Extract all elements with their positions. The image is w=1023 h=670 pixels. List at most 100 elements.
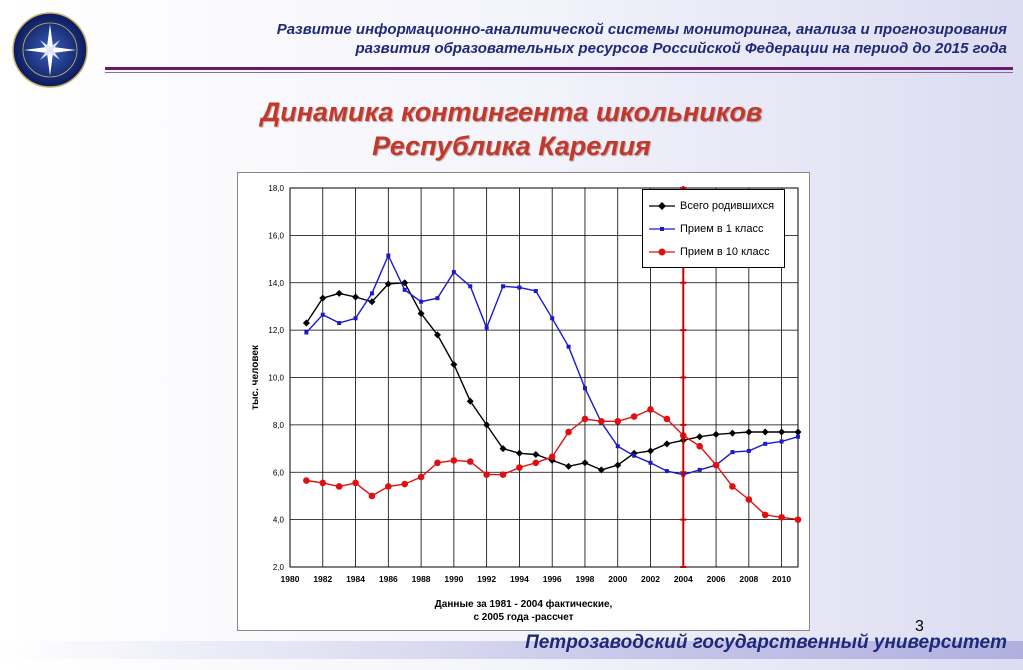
- data-point: [598, 418, 605, 425]
- data-point: [450, 457, 458, 464]
- data-point: [745, 496, 753, 503]
- university-logo: [12, 12, 88, 88]
- data-point: [515, 449, 523, 457]
- y-tick-label: 2,0: [273, 563, 285, 572]
- data-point: [335, 289, 343, 297]
- chart-footnote-line-2: с 2005 года -рассчет: [473, 612, 574, 623]
- x-tick-label: 2008: [739, 574, 758, 584]
- x-tick-label: 1998: [576, 574, 595, 584]
- y-tick-label: 8,0: [273, 421, 285, 430]
- circle-marker-icon: [649, 248, 675, 256]
- chart-footnote-line-1: Данные за 1981 - 2004 фактические,: [434, 599, 613, 610]
- data-point: [402, 287, 407, 292]
- data-point: [796, 434, 800, 439]
- data-point: [647, 447, 655, 455]
- y-tick-label: 4,0: [273, 516, 285, 525]
- data-point: [433, 331, 441, 339]
- data-point: [630, 413, 638, 420]
- data-point: [664, 469, 669, 474]
- data-point: [761, 511, 769, 519]
- data-point: [484, 325, 489, 330]
- header-line-1: Развитие информационно-аналитической сис…: [276, 21, 1007, 38]
- x-tick-label: 1986: [379, 574, 398, 584]
- x-tick-label: 1980: [281, 574, 300, 584]
- data-point: [729, 483, 736, 490]
- x-tick-label: 2006: [707, 574, 726, 584]
- data-point: [532, 450, 540, 458]
- data-point: [401, 480, 409, 488]
- data-point: [614, 418, 622, 425]
- y-tick-label: 10,0: [268, 374, 284, 383]
- data-point: [516, 464, 523, 471]
- legend-item-grade1: Прием в 1 класс: [649, 221, 763, 237]
- data-point: [368, 298, 376, 306]
- data-point: [451, 270, 456, 275]
- data-point: [566, 344, 571, 349]
- y-tick-label: 6,0: [273, 468, 285, 477]
- data-point: [614, 461, 622, 469]
- slide-title-line-1: Динамика контингента школьников: [260, 97, 763, 127]
- data-point: [319, 479, 327, 487]
- data-point: [483, 471, 490, 478]
- diamond-marker-icon: [649, 202, 675, 210]
- header-divider-thin: [105, 72, 1013, 73]
- data-point: [648, 460, 653, 465]
- data-point: [435, 296, 440, 301]
- data-point: [730, 450, 735, 455]
- legend-label-grade1: Прием в 1 класс: [680, 223, 764, 235]
- data-point: [532, 459, 540, 467]
- x-tick-label: 1988: [412, 574, 431, 584]
- data-point: [663, 415, 671, 423]
- data-point: [548, 453, 556, 461]
- data-point: [581, 415, 589, 423]
- data-point: [615, 444, 620, 449]
- data-point: [320, 312, 325, 317]
- header-title: Развитие информационно-аналитической сис…: [127, 20, 1007, 58]
- data-point: [401, 279, 409, 287]
- data-point: [778, 513, 785, 521]
- data-point: [368, 492, 376, 500]
- y-tick-label: 16,0: [268, 231, 284, 240]
- data-point: [468, 284, 473, 289]
- university-star-emblem-icon: [12, 12, 88, 88]
- data-point: [728, 429, 736, 437]
- data-point: [696, 433, 704, 441]
- data-point: [337, 321, 342, 326]
- data-point: [352, 479, 359, 487]
- data-point: [794, 428, 802, 436]
- data-point: [303, 477, 310, 484]
- data-point: [384, 280, 392, 288]
- data-point: [499, 471, 507, 478]
- x-tick-label: 1996: [543, 574, 562, 584]
- chart-legend: Всего родившихся Прием в 1 класс Прием в…: [642, 189, 785, 268]
- footer-bar: [0, 641, 1023, 659]
- data-point: [499, 445, 507, 453]
- data-point: [417, 310, 425, 318]
- data-point: [304, 330, 309, 335]
- data-point: [779, 439, 784, 444]
- data-point: [533, 289, 538, 294]
- data-point: [565, 462, 573, 470]
- data-point: [696, 442, 703, 450]
- data-point: [761, 428, 769, 436]
- data-point: [369, 291, 374, 296]
- data-point: [597, 466, 605, 474]
- x-tick-label: 1994: [510, 574, 529, 584]
- data-point: [712, 430, 720, 438]
- data-point: [386, 253, 391, 258]
- data-point: [352, 293, 360, 301]
- data-point: [581, 459, 589, 467]
- data-point: [712, 461, 720, 469]
- data-point: [501, 284, 506, 289]
- data-point: [450, 360, 458, 368]
- data-point: [697, 467, 702, 472]
- x-tick-label: 2004: [674, 574, 693, 584]
- legend-item-total: Всего родившихся: [649, 198, 774, 214]
- x-tick-label: 1990: [444, 574, 463, 584]
- data-point: [582, 386, 587, 391]
- x-tick-label: 1982: [313, 574, 332, 584]
- y-axis-label: тыс. человек: [250, 344, 261, 410]
- data-point: [647, 406, 654, 413]
- data-point: [663, 440, 671, 448]
- data-point: [417, 473, 425, 481]
